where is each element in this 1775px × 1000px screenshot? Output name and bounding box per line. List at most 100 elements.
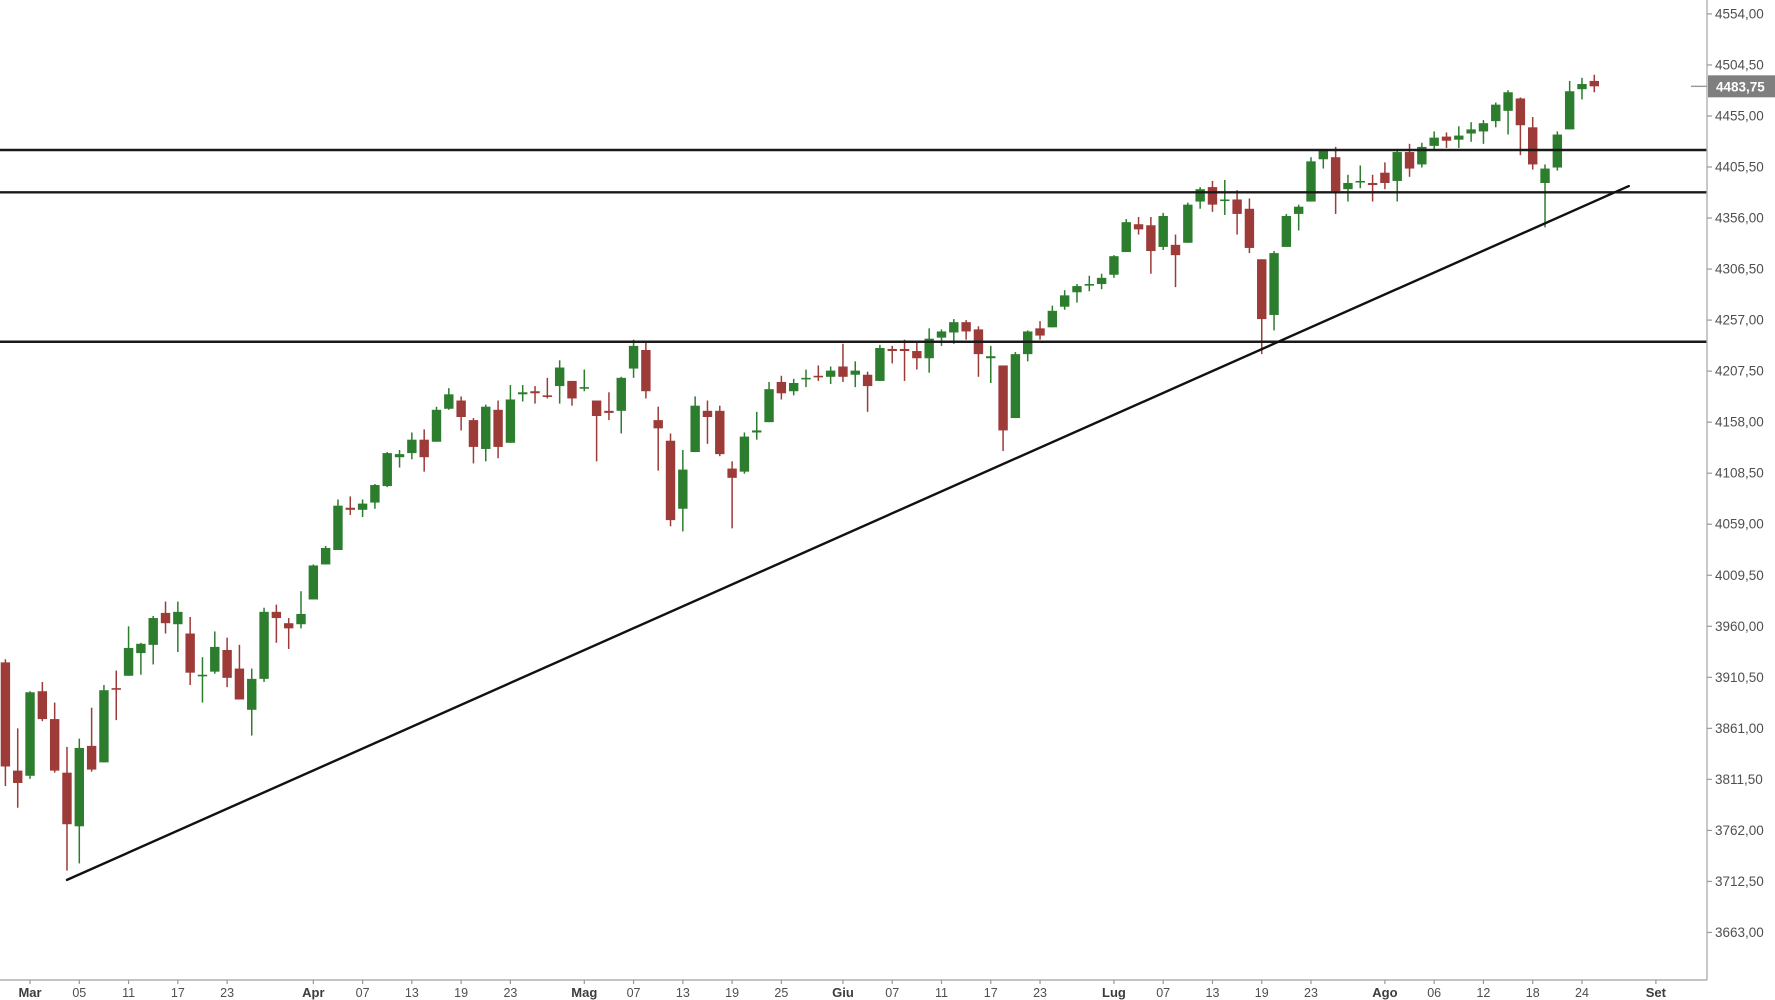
x-axis-label: 19 [454,986,468,1000]
candle [1306,157,1316,202]
candle [678,450,688,532]
candle [1146,217,1156,274]
candle [912,340,922,370]
candle [296,591,306,629]
candle [1503,90,1513,135]
candle [1183,202,1193,243]
candle [136,642,146,675]
y-axis-label: 4009,50 [1715,568,1764,583]
x-axis-label: 13 [405,986,419,1000]
candle [986,345,996,383]
x-axis-label: Mag [571,985,597,1000]
candle [1429,131,1439,152]
candle [752,411,762,440]
x-axis-label: 23 [220,986,234,1000]
candle [702,400,713,444]
x-axis-label: 11 [935,986,948,1000]
candle [554,360,565,404]
candle [1454,126,1464,148]
candle [0,659,11,787]
x-axis-label: 07 [885,986,899,1000]
y-axis[interactable]: 4554,00 4504,50 4455,00 4405,50 4356,00 4306,… [1706,0,1764,980]
x-axis-label: 06 [1427,986,1441,1000]
x-axis-label: 17 [171,986,185,1000]
candle [542,377,553,399]
candle [333,499,343,550]
x-axis-label: Apr [302,985,324,1000]
candle [899,339,910,381]
candle [234,644,245,700]
candle [1540,164,1550,228]
candlestick-series [0,74,1599,871]
candle [382,452,392,488]
candle [530,386,540,404]
candle [493,400,503,459]
candle [1478,120,1489,144]
candle [1515,97,1526,156]
x-axis-label: 13 [1206,986,1220,1000]
candle [1232,190,1242,235]
candle [283,618,294,649]
candle [185,617,195,686]
candle [1195,187,1205,209]
x-axis-label: 07 [1156,986,1170,1000]
y-axis-label: 4059,00 [1715,517,1764,532]
candle [1589,74,1599,93]
candle [936,329,947,346]
x-axis-label: 23 [1033,986,1047,1000]
candle [838,343,848,382]
x-axis-label: Ago [1372,985,1397,1000]
y-axis-label: 4306,50 [1715,262,1764,277]
candle [444,388,454,410]
candle [961,320,971,340]
candle [1010,352,1021,419]
candle [1170,234,1181,288]
candle [308,564,319,600]
candle [160,601,171,634]
candle [1269,251,1279,331]
x-axis-label: 11 [122,986,135,1000]
x-axis-label: 17 [984,986,998,1000]
x-axis-label: 12 [1476,986,1490,1000]
candle [1466,122,1476,142]
candle [616,376,626,434]
candle [62,746,72,871]
candle [813,365,824,381]
candle [123,626,134,676]
candle [1035,321,1045,340]
ascending-trendline[interactable] [65,184,1630,882]
y-axis-label: 4455,00 [1715,108,1764,123]
candle [74,738,85,864]
candle [1072,284,1082,303]
candle [1528,117,1538,170]
current-price-badge: 4483,75 [1708,75,1775,98]
y-axis-label: 4108,50 [1715,466,1764,481]
candle [1047,305,1058,328]
candle [394,450,405,468]
candle [1380,162,1390,190]
candle [111,670,121,721]
candle [764,381,774,423]
candle [357,499,368,518]
candle [505,385,516,443]
y-axis-label: 3811,50 [1715,772,1763,787]
candle [431,406,442,442]
candle [345,496,355,515]
candle [518,385,528,402]
candle [739,432,750,474]
y-axis-label: 4504,50 [1715,57,1764,72]
candle [579,369,589,392]
candle [37,681,48,722]
candle [1404,143,1415,177]
candle [1121,219,1131,253]
x-axis-label: 23 [503,986,517,1000]
candle [1564,80,1575,130]
candle [259,607,269,682]
x-axis-label: 19 [1255,986,1269,1000]
y-axis-label: 4356,00 [1715,211,1764,226]
y-axis-label: 3960,00 [1715,619,1764,634]
x-axis[interactable]: Mar 05 11 17 23 Apr 07 13 19 23 Mag 07 13 19 25 Giu 07 11… [0,979,1707,1000]
